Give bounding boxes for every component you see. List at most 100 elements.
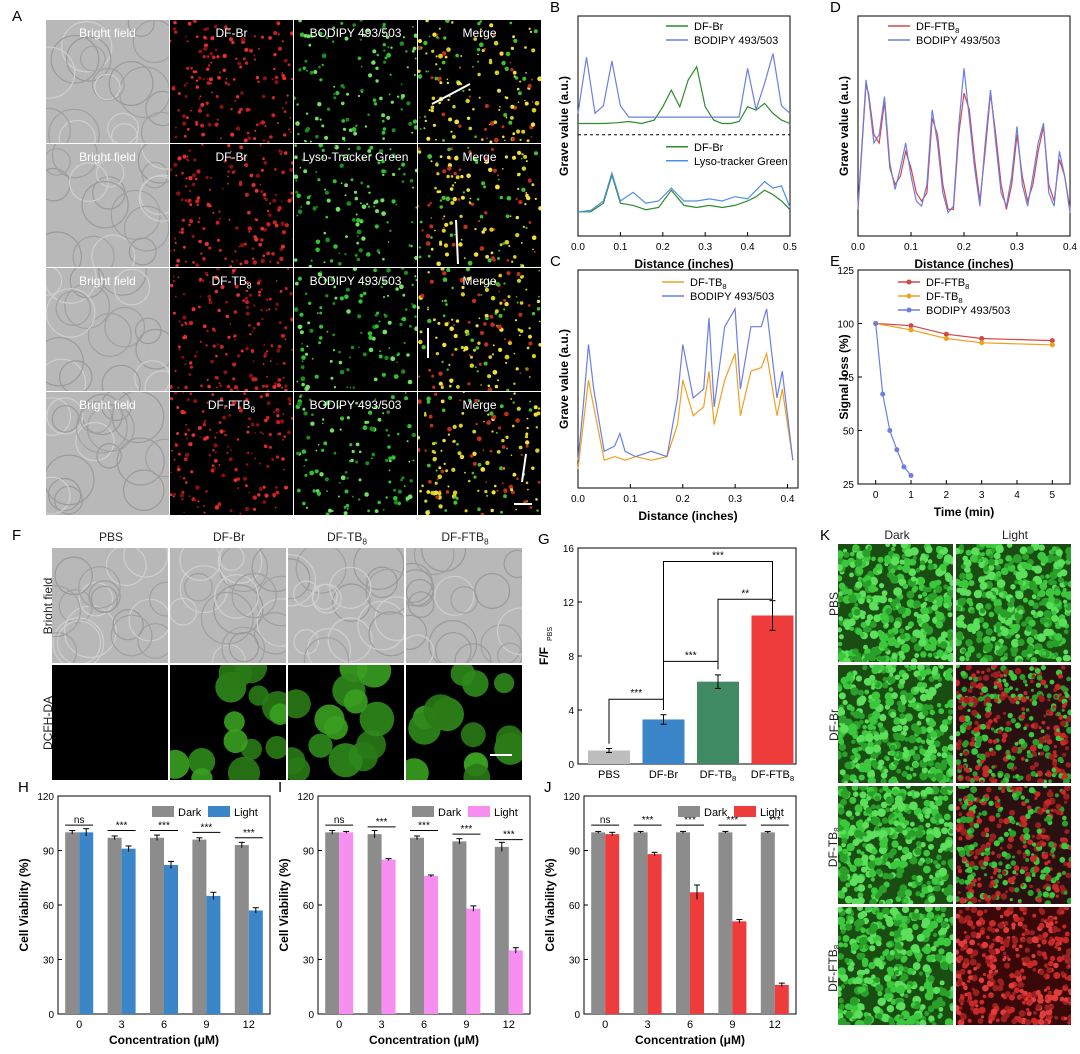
scale-bar xyxy=(1038,1028,1060,1030)
y-axis-label: Grave value (a.u.) xyxy=(557,329,571,429)
image-f-r1-c2 xyxy=(170,548,286,663)
bar-pbs xyxy=(588,750,630,764)
image-a-r2-c3: Lyso-Tracker Green xyxy=(294,144,417,267)
legend-entry: Lyso-tracker Green xyxy=(694,156,788,168)
significance-label: *** xyxy=(712,551,724,562)
data-point xyxy=(894,447,900,453)
legend-entry: BODIPY 493/503 xyxy=(694,35,778,47)
y-tick-label: 60 xyxy=(43,901,55,912)
significance-label: ns xyxy=(600,815,611,826)
y-tick-label: 0 xyxy=(574,1010,580,1021)
image-a-r4-c1: Bright field xyxy=(46,392,169,515)
image-a-label: Bright field xyxy=(79,274,136,288)
x-tick-label: 4 xyxy=(1014,490,1020,501)
legend-entry: Dark xyxy=(178,807,202,819)
bar-light xyxy=(605,834,620,1014)
x-tick-label: 0.4 xyxy=(781,494,795,505)
panel-letter-j: J xyxy=(544,779,552,796)
image-k-r4-c1 xyxy=(838,907,953,1025)
significance-label: *** xyxy=(243,828,255,839)
bar-light xyxy=(690,892,704,1014)
x-tick-label: 6 xyxy=(161,1019,167,1031)
column-label-f: DF-TB8 xyxy=(327,530,367,547)
x-tick-label: 0.2 xyxy=(957,242,971,253)
x-tick-label: 9 xyxy=(463,1019,469,1031)
column-label-f: DF-FTB8 xyxy=(441,530,489,547)
legend-entry: DF-FTB8 xyxy=(926,277,969,291)
series-line-lyso xyxy=(577,170,791,213)
panel-letter-d: D xyxy=(830,0,841,16)
y-axis-label: Signal loss (%) xyxy=(837,334,851,419)
bar-dark xyxy=(234,845,249,1014)
column-label-k: Light xyxy=(1001,528,1029,542)
series-line-bodipy xyxy=(577,53,791,118)
panel-letter-a: A xyxy=(12,8,23,25)
line-profile-marker xyxy=(521,453,527,483)
legend-entry: Dark xyxy=(704,807,728,819)
column-label-k: Dark xyxy=(884,528,910,542)
bar-dark xyxy=(633,832,648,1014)
microscopy-grid-a: Bright field DF-Br BODIPY 493/503 Merge Brig… xyxy=(46,20,542,516)
bar-light xyxy=(466,908,481,1014)
panel-letter-b: B xyxy=(550,0,560,16)
image-a-label: Merge xyxy=(462,274,497,288)
y-tick-label: 60 xyxy=(569,901,581,912)
legend-entry: BODIPY 493/503 xyxy=(926,305,1010,317)
x-tick-label: 0.1 xyxy=(613,242,627,253)
legend-entry: BODIPY 493/503 xyxy=(916,35,1000,47)
data-point xyxy=(908,472,914,478)
data-point xyxy=(1049,338,1055,344)
x-axis-label: Distance (inches) xyxy=(634,257,733,271)
legend-marker xyxy=(906,293,912,299)
legend-marker xyxy=(906,307,912,313)
x-tick-label: 0.5 xyxy=(783,242,797,253)
line-profile-marker xyxy=(455,219,459,265)
legend-entry: Dark xyxy=(438,807,462,819)
x-axis-label: Distance (inches) xyxy=(914,257,1013,271)
legend-entry: Light xyxy=(234,807,258,819)
x-tick-label: 12 xyxy=(503,1019,515,1031)
panel-letter-e: E xyxy=(830,253,840,270)
plot-frame-D xyxy=(857,15,1071,237)
significance-label: *** xyxy=(630,688,642,699)
panel-letter-c: C xyxy=(550,253,561,270)
image-a-label: BODIPY 493/503 xyxy=(309,26,402,40)
y-tick-label: 0 xyxy=(48,1010,54,1021)
image-k-r2-c1 xyxy=(838,665,953,783)
data-point xyxy=(880,391,886,397)
y-tick-label: 90 xyxy=(303,847,315,858)
bar-dark xyxy=(192,839,207,1014)
y-tick-label: 0 xyxy=(568,760,574,771)
microscopy-grid-f: PBS DF-Br DF-TB8 DF-FTB8 Bright field DCFH-DA xyxy=(41,528,524,781)
x-tick-label: 12 xyxy=(243,1019,255,1031)
data-point xyxy=(908,323,914,329)
y-tick-label: 75 xyxy=(843,373,855,384)
plot-frame-B xyxy=(577,15,791,237)
significance-label: *** xyxy=(684,815,696,826)
y-tick-label: 30 xyxy=(569,956,581,967)
image-a-label: DF-Br xyxy=(215,150,248,164)
y-axis-label: Cell Viability (%) xyxy=(17,858,31,951)
bar-light xyxy=(381,859,396,1014)
image-a-label: Bright field xyxy=(79,150,136,164)
y-tick-label: 90 xyxy=(43,847,55,858)
x-tick-label: 0.3 xyxy=(1010,242,1024,253)
bar-light xyxy=(508,950,523,1014)
image-a-r3-c2: DF-TB8 xyxy=(170,268,293,391)
x-tick-label: 12 xyxy=(769,1019,781,1031)
x-tick-label: 0 xyxy=(602,1019,608,1031)
significance-label: ns xyxy=(74,815,85,826)
image-a-label: Merge xyxy=(462,398,497,412)
column-label-f: PBS xyxy=(98,530,123,544)
data-point xyxy=(979,340,985,346)
x-tick-label: 9 xyxy=(203,1019,209,1031)
y-tick-label: 90 xyxy=(569,847,581,858)
x-axis-label: Concentration (μM) xyxy=(635,1033,745,1047)
x-tick-label: 6 xyxy=(421,1019,427,1031)
y-tick-label: 120 xyxy=(297,792,314,803)
significance-label: ns xyxy=(334,815,345,826)
significance-label: *** xyxy=(685,650,697,661)
significance-label: *** xyxy=(642,815,654,826)
x-tick-label: 0.3 xyxy=(698,242,712,253)
